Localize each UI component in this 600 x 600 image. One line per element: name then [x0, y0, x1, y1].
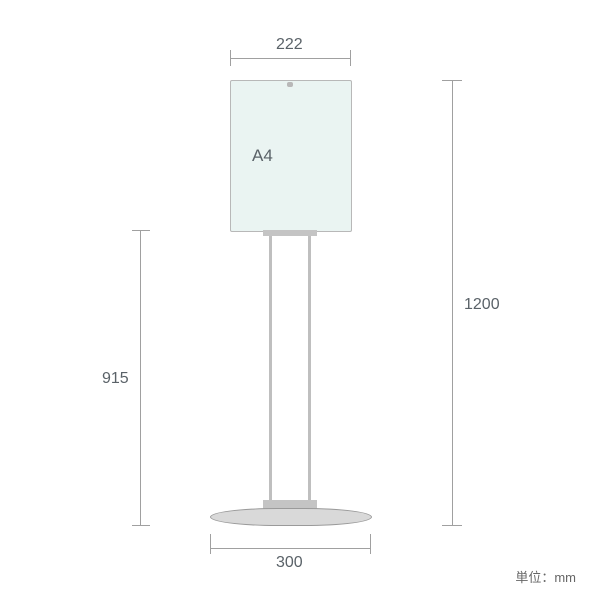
dim-bot-tick-r [370, 534, 371, 554]
dim-right-line [452, 80, 453, 526]
base-plate [210, 508, 372, 526]
sign-panel [230, 80, 352, 232]
dim-left-line [140, 230, 141, 526]
dim-bot-tick-l [210, 534, 211, 554]
dim-base-width: 300 [276, 554, 303, 572]
dim-top-line [230, 58, 351, 59]
dim-left-tick-t [132, 230, 150, 231]
dim-pole-height: 915 [102, 370, 129, 388]
dim-bot-line [210, 548, 371, 549]
drawing-canvas: A4 222 300 915 1200 単位：mm [0, 0, 600, 600]
dim-total-height: 1200 [464, 296, 500, 314]
panel-notch [287, 82, 293, 87]
crossbar [263, 230, 317, 236]
dim-panel-width: 222 [276, 36, 303, 54]
dim-left-tick-b [132, 525, 150, 526]
pole-right [308, 230, 311, 508]
unit-label: 単位：mm [515, 567, 576, 586]
panel-label: A4 [252, 146, 273, 166]
pole-left [269, 230, 272, 508]
